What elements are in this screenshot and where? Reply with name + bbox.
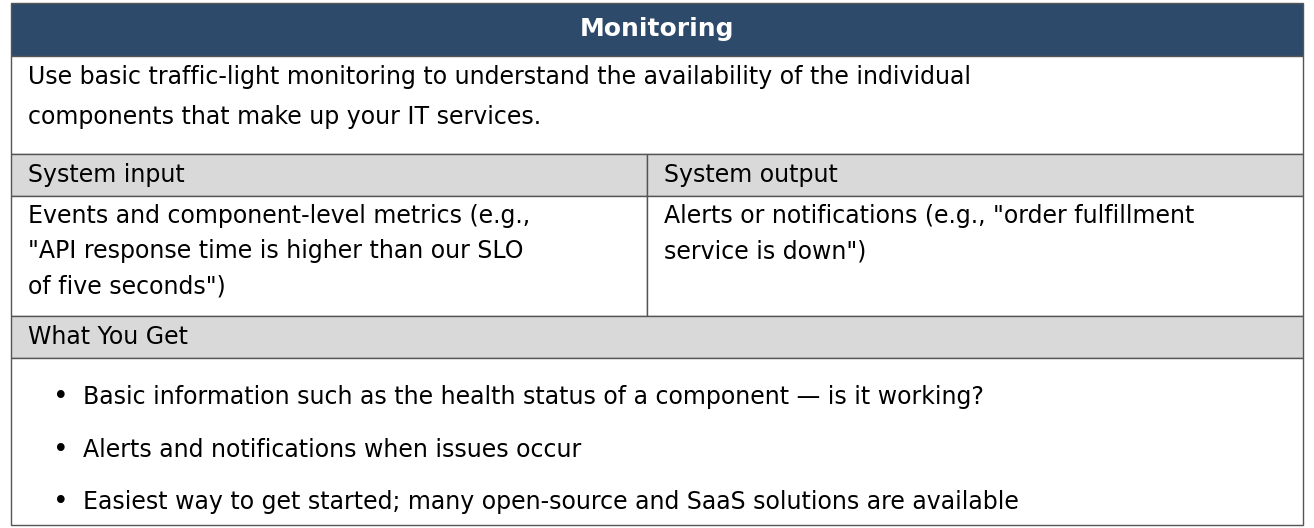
Text: Alerts and notifications when issues occur: Alerts and notifications when issues occ… <box>83 438 581 461</box>
Text: Monitoring: Monitoring <box>579 17 735 41</box>
Text: Basic information such as the health status of a component — is it working?: Basic information such as the health sta… <box>83 385 984 409</box>
Bar <box>11 196 646 316</box>
Text: •: • <box>53 489 68 515</box>
Bar <box>11 358 1303 525</box>
Bar <box>11 56 1303 154</box>
Text: Use basic traffic-light monitoring to understand the availability of the individ: Use basic traffic-light monitoring to un… <box>28 65 971 129</box>
Bar <box>11 3 1303 56</box>
Text: •: • <box>53 384 68 410</box>
Text: System input: System input <box>28 163 184 187</box>
Bar <box>646 154 1303 196</box>
Bar <box>11 316 1303 358</box>
Text: •: • <box>53 437 68 463</box>
Bar <box>646 196 1303 316</box>
Bar <box>11 154 646 196</box>
Text: Events and component-level metrics (e.g.,
"API response time is higher than our : Events and component-level metrics (e.g.… <box>28 204 530 299</box>
Text: Alerts or notifications (e.g., "order fulfillment
service is down"): Alerts or notifications (e.g., "order fu… <box>664 204 1194 263</box>
Text: System output: System output <box>664 163 837 187</box>
Text: Easiest way to get started; many open-source and SaaS solutions are available: Easiest way to get started; many open-so… <box>83 490 1018 514</box>
Text: What You Get: What You Get <box>28 325 188 349</box>
